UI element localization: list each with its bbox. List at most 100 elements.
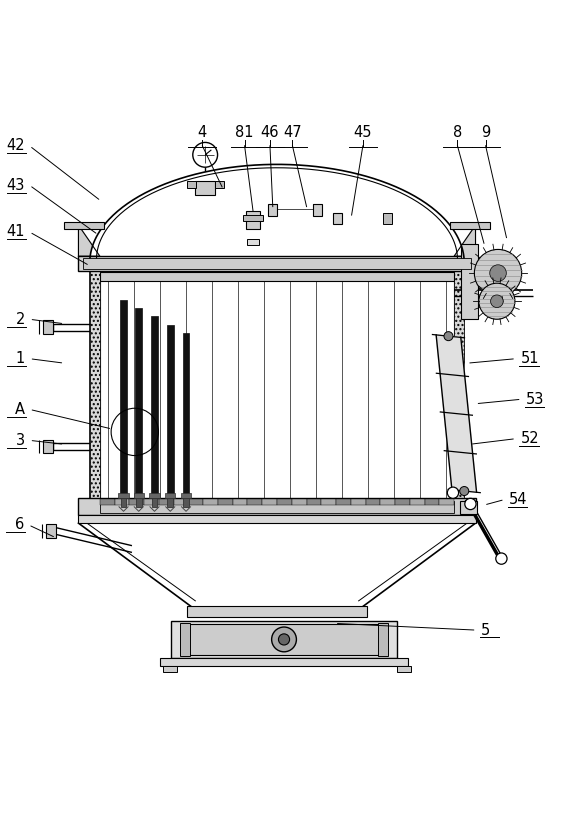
Bar: [119, 493, 129, 498]
Bar: [183, 334, 189, 497]
Text: 43: 43: [7, 178, 25, 193]
Bar: [165, 493, 175, 498]
Bar: [181, 493, 191, 498]
Bar: [292, 500, 307, 505]
Bar: [410, 500, 425, 505]
Text: 8: 8: [453, 125, 462, 140]
Text: A: A: [15, 402, 25, 417]
Bar: [460, 501, 477, 514]
Circle shape: [460, 486, 469, 496]
Circle shape: [278, 634, 290, 645]
Bar: [439, 500, 454, 505]
Text: 41: 41: [6, 224, 25, 240]
Text: 53: 53: [526, 392, 544, 407]
Circle shape: [496, 553, 507, 564]
Circle shape: [490, 295, 503, 308]
Bar: [90, 271, 100, 498]
Bar: [144, 500, 159, 505]
Bar: [333, 212, 342, 224]
Bar: [188, 624, 380, 655]
Bar: [262, 500, 277, 505]
Bar: [121, 498, 126, 507]
Bar: [43, 440, 53, 453]
Circle shape: [475, 250, 522, 297]
Bar: [43, 320, 53, 334]
Text: 47: 47: [283, 125, 302, 140]
Bar: [454, 271, 464, 498]
Bar: [378, 622, 388, 656]
Bar: [321, 500, 336, 505]
Bar: [78, 256, 476, 271]
Bar: [218, 500, 232, 505]
Bar: [425, 500, 439, 505]
Text: 51: 51: [521, 351, 539, 366]
Bar: [160, 657, 408, 666]
Bar: [187, 607, 367, 617]
Bar: [180, 622, 190, 656]
Bar: [268, 204, 277, 216]
Bar: [136, 498, 142, 507]
Bar: [203, 500, 218, 505]
Text: 3: 3: [16, 432, 25, 448]
Bar: [247, 500, 262, 505]
Bar: [195, 181, 215, 195]
Text: 1: 1: [16, 351, 25, 366]
Circle shape: [447, 487, 459, 498]
Bar: [462, 244, 479, 320]
Bar: [380, 500, 395, 505]
Polygon shape: [78, 225, 100, 256]
Bar: [232, 500, 247, 505]
Text: 52: 52: [521, 431, 539, 447]
Bar: [100, 500, 115, 505]
Text: 46: 46: [261, 125, 279, 140]
Bar: [167, 325, 174, 497]
Text: 54: 54: [509, 492, 528, 507]
Bar: [151, 316, 158, 497]
Text: 6: 6: [15, 517, 24, 532]
Bar: [188, 500, 203, 505]
Bar: [247, 239, 259, 245]
Text: 5: 5: [481, 622, 490, 637]
Bar: [171, 621, 397, 657]
Bar: [395, 500, 410, 505]
Circle shape: [272, 627, 297, 652]
Circle shape: [479, 283, 515, 320]
Bar: [136, 308, 142, 497]
Bar: [78, 515, 476, 523]
Circle shape: [444, 332, 453, 340]
Bar: [314, 204, 322, 216]
Bar: [78, 498, 476, 515]
Bar: [115, 500, 129, 505]
Bar: [450, 222, 489, 229]
Bar: [150, 493, 159, 498]
Text: 81: 81: [235, 125, 254, 140]
Bar: [65, 222, 104, 229]
Text: 2: 2: [15, 312, 25, 327]
Bar: [100, 500, 454, 513]
Bar: [397, 666, 411, 672]
Bar: [243, 214, 263, 222]
Polygon shape: [436, 334, 477, 492]
Text: 42: 42: [6, 139, 25, 154]
Bar: [187, 181, 196, 188]
Bar: [307, 500, 321, 505]
Bar: [120, 300, 127, 497]
Bar: [246, 211, 260, 229]
Bar: [383, 212, 392, 224]
Polygon shape: [454, 225, 476, 256]
Bar: [129, 500, 144, 505]
Text: 4: 4: [198, 125, 207, 140]
Bar: [46, 525, 56, 538]
Circle shape: [490, 265, 506, 281]
Text: 9: 9: [481, 125, 490, 140]
Bar: [83, 258, 471, 269]
Circle shape: [465, 498, 476, 510]
Bar: [215, 181, 224, 188]
Bar: [183, 498, 189, 507]
Bar: [336, 500, 351, 505]
Text: 45: 45: [354, 125, 372, 140]
Bar: [174, 500, 188, 505]
Bar: [100, 272, 454, 281]
Bar: [159, 500, 174, 505]
Bar: [163, 666, 177, 672]
